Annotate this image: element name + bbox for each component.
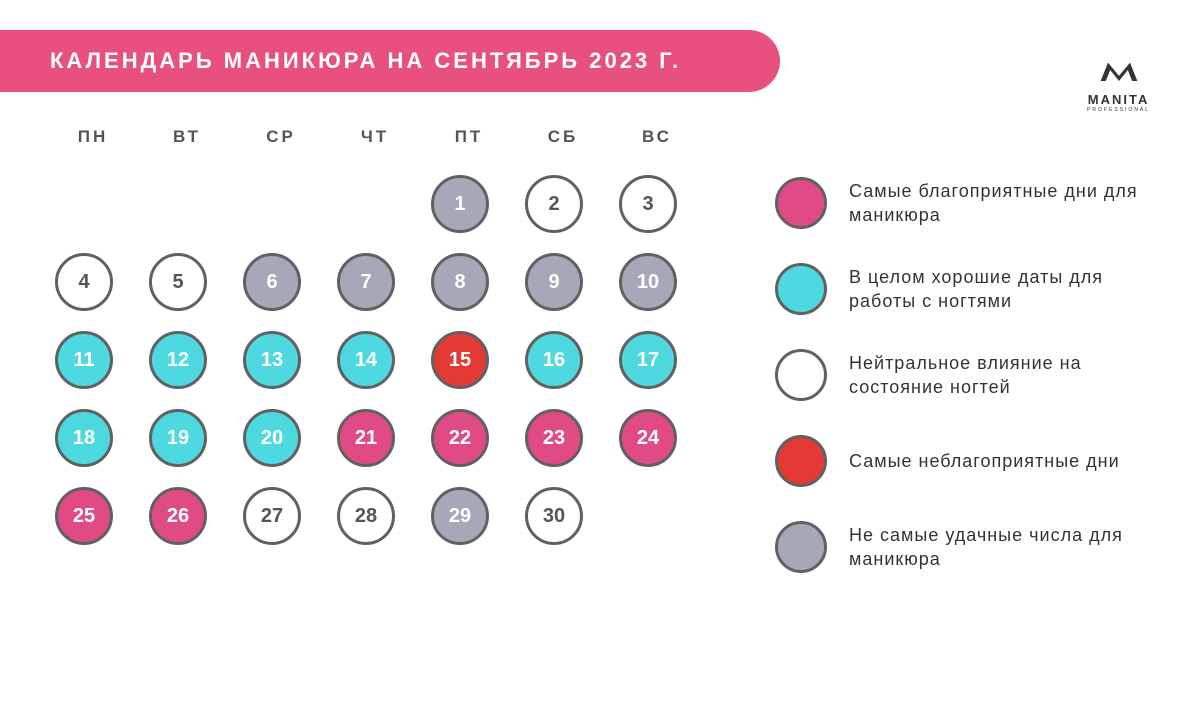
legend-dot bbox=[775, 177, 827, 229]
calendar-day: 8 bbox=[431, 253, 489, 311]
weekday-label: ЧТ bbox=[337, 127, 413, 147]
logo-name: MANITA bbox=[1087, 92, 1150, 107]
weekday-label: СБ bbox=[525, 127, 601, 147]
logo-sub: PROFESSIONAL bbox=[1087, 107, 1150, 113]
legend-dot bbox=[775, 349, 827, 401]
logo-icon bbox=[1097, 55, 1141, 85]
calendar-day: 20 bbox=[243, 409, 301, 467]
legend-label: Самые неблагоприятные дни bbox=[849, 449, 1120, 473]
calendar-day: 11 bbox=[55, 331, 113, 389]
calendar-day: 3 bbox=[619, 175, 677, 233]
content-area: ПНВТСРЧТПТСБВС 1234567891011121314151617… bbox=[0, 92, 1200, 573]
calendar-day: 26 bbox=[149, 487, 207, 545]
legend-label: Нейтральное влияние на состояние ногтей bbox=[849, 351, 1150, 400]
calendar-day: 5 bbox=[149, 253, 207, 311]
calendar-day: 2 bbox=[525, 175, 583, 233]
weekday-label: ВС bbox=[619, 127, 695, 147]
calendar-day: 12 bbox=[149, 331, 207, 389]
calendar-day: 1 bbox=[431, 175, 489, 233]
calendar-day: 29 bbox=[431, 487, 489, 545]
calendar-day: 17 bbox=[619, 331, 677, 389]
calendar-day: 14 bbox=[337, 331, 395, 389]
calendar-day: 19 bbox=[149, 409, 207, 467]
legend-dot bbox=[775, 521, 827, 573]
calendar-day: 25 bbox=[55, 487, 113, 545]
calendar-day: 24 bbox=[619, 409, 677, 467]
legend: Самые благоприятные дни для маникюра В це… bbox=[775, 127, 1150, 573]
calendar-day: 18 bbox=[55, 409, 113, 467]
calendar-day: 30 bbox=[525, 487, 583, 545]
weekday-label: СР bbox=[243, 127, 319, 147]
calendar-day: 21 bbox=[337, 409, 395, 467]
legend-item: Не самые удачные числа для маникюра bbox=[775, 521, 1150, 573]
legend-label: В целом хорошие даты для работы с ногтям… bbox=[849, 265, 1150, 314]
calendar: ПНВТСРЧТПТСБВС 1234567891011121314151617… bbox=[55, 127, 695, 573]
legend-dot bbox=[775, 263, 827, 315]
legend-dot bbox=[775, 435, 827, 487]
calendar-day: 22 bbox=[431, 409, 489, 467]
legend-label: Не самые удачные числа для маникюра bbox=[849, 523, 1150, 572]
calendar-day: 9 bbox=[525, 253, 583, 311]
page-title: КАЛЕНДАРЬ МАНИКЮРА НА СЕНТЯБРЬ 2023 Г. bbox=[0, 30, 780, 92]
calendar-day: 7 bbox=[337, 253, 395, 311]
weekday-label: ВТ bbox=[149, 127, 225, 147]
calendar-day: 28 bbox=[337, 487, 395, 545]
calendar-day: 27 bbox=[243, 487, 301, 545]
calendar-day: 10 bbox=[619, 253, 677, 311]
calendar-day: 13 bbox=[243, 331, 301, 389]
legend-label: Самые благоприятные дни для маникюра bbox=[849, 179, 1150, 228]
calendar-day: 23 bbox=[525, 409, 583, 467]
legend-item: В целом хорошие даты для работы с ногтям… bbox=[775, 263, 1150, 315]
calendar-day: 4 bbox=[55, 253, 113, 311]
calendar-day: 15 bbox=[431, 331, 489, 389]
brand-logo: MANITA PROFESSIONAL bbox=[1087, 55, 1150, 113]
weekday-label: ПН bbox=[55, 127, 131, 147]
legend-item: Самые благоприятные дни для маникюра bbox=[775, 177, 1150, 229]
calendar-day: 6 bbox=[243, 253, 301, 311]
legend-item: Нейтральное влияние на состояние ногтей bbox=[775, 349, 1150, 401]
calendar-day: 16 bbox=[525, 331, 583, 389]
weekday-label: ПТ bbox=[431, 127, 507, 147]
legend-item: Самые неблагоприятные дни bbox=[775, 435, 1150, 487]
